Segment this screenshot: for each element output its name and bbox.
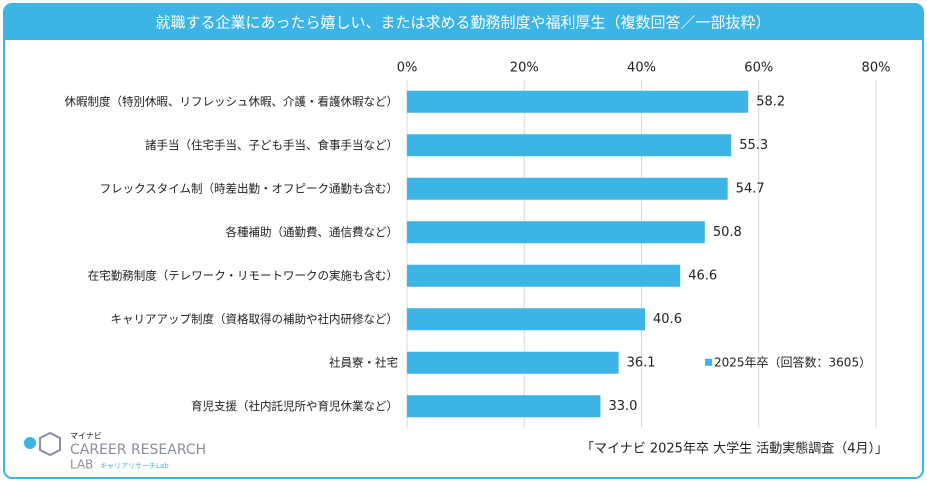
x-tick-label: 40% <box>627 61 656 76</box>
bar <box>407 308 646 331</box>
title-bar <box>4 4 923 40</box>
bar <box>407 395 601 418</box>
bar <box>407 90 749 113</box>
logo-mark <box>24 437 36 449</box>
legend-swatch <box>705 358 712 366</box>
x-tick-label: 80% <box>862 61 891 76</box>
logo-sub: キャリアリサーチLab <box>100 462 169 470</box>
logo-line1: CAREER RESEARCH <box>70 442 206 458</box>
value-label: 46.6 <box>688 268 717 283</box>
x-tick-label: 60% <box>744 61 773 76</box>
x-tick-label: 20% <box>510 61 539 76</box>
chart-title: 就職する企業にあったら嬉しい、または求める勤務制度や福利厚生（複数回答／一部抜粋… <box>155 14 770 32</box>
logo-brand: マイナビ <box>70 432 102 441</box>
bar <box>407 264 681 287</box>
y-tick-label: キャリアアップ制度（資格取得の補助や社内研修など） <box>111 312 399 326</box>
value-label: 36.1 <box>627 355 656 370</box>
x-tick-label: 0% <box>397 61 418 76</box>
y-tick-label: 在宅勤務制度（テレワーク・リモートワークの実施も含む） <box>88 268 398 282</box>
y-tick-label: フレックスタイム制（時差出勤・オフピーク通勤も含む） <box>100 181 398 195</box>
y-tick-label: 社員寮・社宅 <box>329 355 398 369</box>
bar <box>407 177 728 200</box>
logo-mark <box>39 431 61 457</box>
y-tick-label: 各種補助（通勤費、通信費など） <box>226 225 399 239</box>
value-label: 40.6 <box>653 312 682 327</box>
y-tick-label: 休暇制度（特別休暇、リフレッシュ休暇、介護・看護休暇など） <box>65 94 399 108</box>
bar <box>407 351 619 374</box>
value-label: 55.3 <box>739 138 768 153</box>
logo-line2: LAB <box>70 458 93 472</box>
logo: マイナビ CAREER RESEARCH LAB キャリアリサーチLab <box>24 432 206 472</box>
legend-label: 2025年卒（回答数：3605） <box>714 354 871 369</box>
value-label: 54.7 <box>736 181 765 196</box>
value-label: 33.0 <box>608 399 637 414</box>
bar <box>407 221 705 244</box>
y-tick-label: 育児支援（社内託児所や育児休業など） <box>191 399 398 413</box>
source: 「マイナビ 2025年卒 大学生 活動実態調査（4月）」 <box>581 441 888 457</box>
value-label: 58.2 <box>756 94 785 109</box>
y-tick-label: 諸手当（住宅手当、子ども手当、食事手当など） <box>145 138 398 152</box>
bar <box>407 134 732 157</box>
value-label: 50.8 <box>713 225 742 240</box>
